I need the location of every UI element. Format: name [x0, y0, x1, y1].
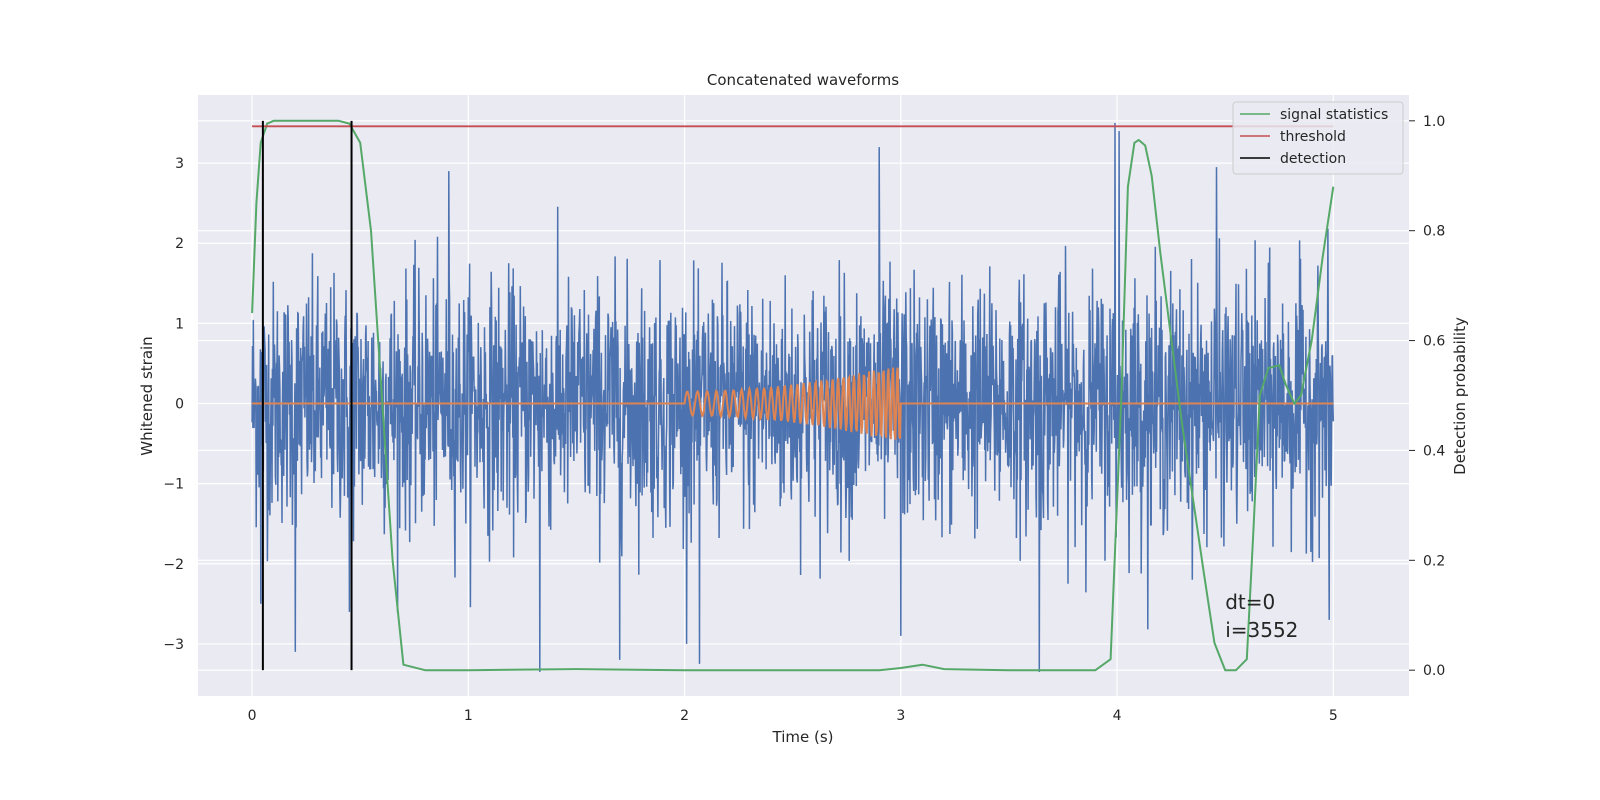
y-right-axis-label: Detection probability: [1451, 317, 1469, 475]
y-right-tick-label: 0.0: [1423, 663, 1445, 679]
y-right-tick-label: 0.4: [1423, 443, 1445, 459]
x-axis-label: Time (s): [772, 728, 834, 746]
x-tick-label: 2: [680, 708, 689, 724]
legend-label-detection: detection: [1280, 151, 1346, 167]
series-detection: [261, 120, 353, 671]
y-right-tick-label: 1.0: [1423, 114, 1445, 130]
y-right-axis-ticks: 0.0 0.2 0.4 0.6 0.8 1.0: [1409, 114, 1445, 679]
legend-label-signal-statistics: signal statistics: [1280, 107, 1388, 123]
x-tick-label: 0: [248, 708, 257, 724]
annotation-index: i=3552: [1225, 618, 1298, 642]
annotation-dt: dt=0: [1225, 590, 1275, 614]
y-left-axis-label: Whitened strain: [138, 336, 156, 455]
y-right-tick-label: 0.6: [1423, 334, 1445, 350]
series-injected-chirp: [252, 367, 1334, 440]
x-tick-label: 5: [1329, 708, 1338, 724]
y-right-tick-label: 0.8: [1423, 224, 1445, 240]
chirp-line: [252, 367, 1334, 440]
series-signal-statistics: [251, 119, 1335, 672]
y-left-tick-label: 3: [175, 156, 184, 172]
x-tick-label: 4: [1113, 708, 1122, 724]
y-left-tick-label: −2: [163, 557, 184, 573]
y-left-tick-label: 1: [175, 316, 184, 332]
y-right-tick-label: 0.2: [1423, 553, 1445, 569]
x-axis-ticks: 0 1 2 3 4 5: [248, 708, 1338, 724]
y-left-tick-label: −1: [163, 477, 184, 493]
signal-statistics-line: [251, 119, 1335, 672]
y-left-tick-label: 0: [175, 397, 184, 413]
chart-title: Concatenated waveforms: [707, 71, 899, 89]
legend-label-threshold: threshold: [1280, 129, 1346, 145]
y-left-axis-ticks: −3 −2 −1 0 1 2 3: [163, 156, 184, 653]
y-left-tick-label: 2: [175, 236, 184, 252]
x-tick-label: 3: [896, 708, 905, 724]
y-left-tick-label: −3: [163, 637, 184, 653]
legend-box: [1232, 101, 1404, 175]
x-tick-label: 1: [464, 708, 473, 724]
legend: signal statistics threshold detection: [1232, 101, 1404, 175]
